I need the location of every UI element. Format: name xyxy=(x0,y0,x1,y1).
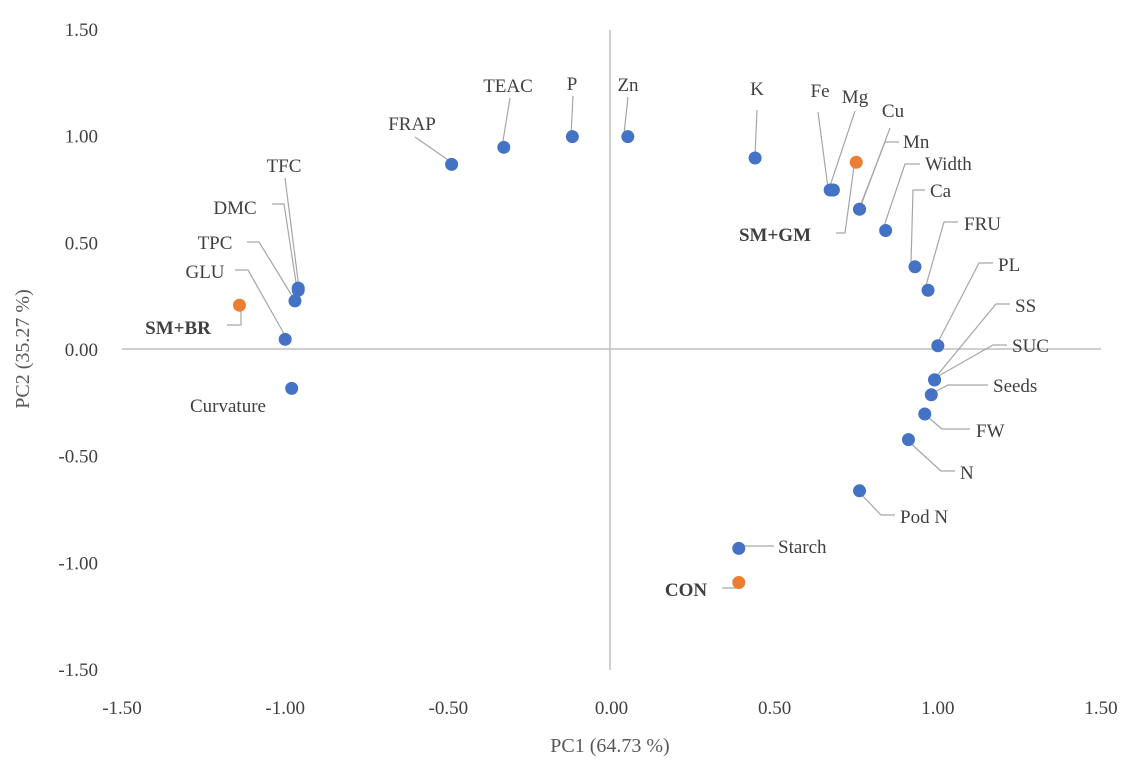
variable-point-k xyxy=(748,151,762,165)
point-label-fw: FW xyxy=(976,421,1005,442)
variable-point-p xyxy=(565,130,579,144)
variable-point-frap xyxy=(445,157,459,171)
leader-line-width xyxy=(882,163,920,230)
treatment-point-sm-gm xyxy=(849,155,863,169)
leader-line-ss xyxy=(934,303,1010,379)
point-label-mg: Mg xyxy=(842,87,869,108)
variable-point-seeds xyxy=(924,388,938,402)
point-label-pl: PL xyxy=(998,255,1020,276)
leader-line-tpc xyxy=(247,241,295,300)
leader-line-teac xyxy=(501,97,511,148)
x-tick-label: 0.00 xyxy=(595,698,628,719)
variable-point-mg xyxy=(826,183,840,197)
y-tick-label: -1.50 xyxy=(58,660,98,681)
y-tick-label: -1.00 xyxy=(58,553,98,574)
variable-point-fru xyxy=(921,283,935,297)
variable-point-pl xyxy=(931,339,945,353)
leader-line-n xyxy=(906,439,955,472)
variable-point-fw xyxy=(918,407,932,421)
point-label-starch: Starch xyxy=(778,537,827,558)
leader-line-zn xyxy=(623,96,629,135)
variable-point-glu xyxy=(278,332,292,346)
leader-line-sm-br xyxy=(227,305,242,326)
y-tick-label: 1.00 xyxy=(65,127,98,148)
point-label-zn: Zn xyxy=(617,75,639,96)
variable-point-tpc xyxy=(288,294,302,308)
point-label-n: N xyxy=(960,463,974,484)
x-tick-label: -1.50 xyxy=(102,698,142,719)
y-tick-label: -0.50 xyxy=(58,447,98,468)
variable-point-width xyxy=(879,224,893,238)
y-axis-title: PC2 (35.27 %) xyxy=(12,289,34,408)
axes xyxy=(122,30,1101,670)
leader-line-suc xyxy=(934,344,1007,379)
leader-line-pod-n xyxy=(856,489,895,516)
treatment-point-sm-br xyxy=(232,298,246,312)
leader-line-pl xyxy=(936,262,993,345)
point-label-teac: TEAC xyxy=(483,76,533,97)
leader-line-tfc xyxy=(284,177,300,289)
variable-point-suc xyxy=(928,373,942,387)
point-label-dmc: DMC xyxy=(213,198,256,219)
point-label-mn: Mn xyxy=(903,132,930,153)
y-tick-label: 0.50 xyxy=(65,233,98,254)
point-label-seeds: Seeds xyxy=(993,376,1037,397)
x-tick-label: 1.50 xyxy=(1084,698,1117,719)
tick-labels: -1.50 -1.00 -0.50 0.00 0.50 1.00 1.50 1.50 1.00 0… xyxy=(58,20,1117,719)
x-tick-label: -1.00 xyxy=(265,698,305,719)
leader-line-seeds xyxy=(928,384,988,396)
treatment-point-con xyxy=(732,576,746,590)
x-axis-title: PC1 (64.73 %) xyxy=(550,735,669,757)
x-tick-label: 0.50 xyxy=(758,698,791,719)
y-tick-label: 0.00 xyxy=(65,340,98,361)
point-label-k: K xyxy=(750,79,764,100)
y-tick-label: 1.50 xyxy=(65,20,98,41)
leader-line-frap xyxy=(414,136,452,163)
data-points xyxy=(232,130,945,590)
point-label-ss: SS xyxy=(1015,296,1036,317)
leader-line-glu xyxy=(235,269,288,340)
point-label-fe: Fe xyxy=(811,81,830,102)
leader-line-fe xyxy=(817,111,829,189)
point-label-ca: Ca xyxy=(930,181,952,202)
variable-point-mn xyxy=(853,202,867,216)
point-label-width: Width xyxy=(925,154,972,175)
leader-line-fru xyxy=(924,221,958,290)
variable-point-curvature xyxy=(285,381,299,395)
variable-point-ca xyxy=(908,260,922,274)
leader-line-mn xyxy=(858,141,899,210)
point-label-con: CON xyxy=(665,580,708,601)
leader-line-k xyxy=(754,109,758,157)
leader-line-sm-gm xyxy=(836,158,856,234)
point-label-sm-gm: SM+GM xyxy=(739,225,811,246)
variable-point-zn xyxy=(621,130,635,144)
point-label-glu: GLU xyxy=(185,262,224,283)
point-label-sm-br: SM+BR xyxy=(145,318,211,339)
leader-line-mg xyxy=(828,110,856,190)
point-label-pod-n: Pod N xyxy=(900,507,948,528)
point-label-curvature: Curvature xyxy=(190,396,266,417)
label-leader-lines xyxy=(227,95,1010,589)
x-tick-label: 1.00 xyxy=(921,698,954,719)
variable-point-dmc xyxy=(291,283,305,297)
point-label-p: P xyxy=(567,74,578,95)
point-label-tfc: TFC xyxy=(267,156,302,177)
leader-line-ca xyxy=(910,189,925,265)
variable-point-teac xyxy=(497,140,511,154)
variable-point-n xyxy=(901,433,915,447)
point-label-suc: SUC xyxy=(1012,336,1049,357)
variable-point-pod-n xyxy=(853,484,867,498)
variable-point-starch xyxy=(732,541,746,555)
point-label-fru: FRU xyxy=(964,214,1001,235)
point-label-tpc: TPC xyxy=(198,233,233,254)
point-label-cu: Cu xyxy=(882,101,905,122)
leader-line-p xyxy=(570,95,574,137)
x-tick-label: -0.50 xyxy=(429,698,469,719)
leader-line-dmc xyxy=(272,203,298,290)
point-label-frap: FRAP xyxy=(388,114,436,135)
